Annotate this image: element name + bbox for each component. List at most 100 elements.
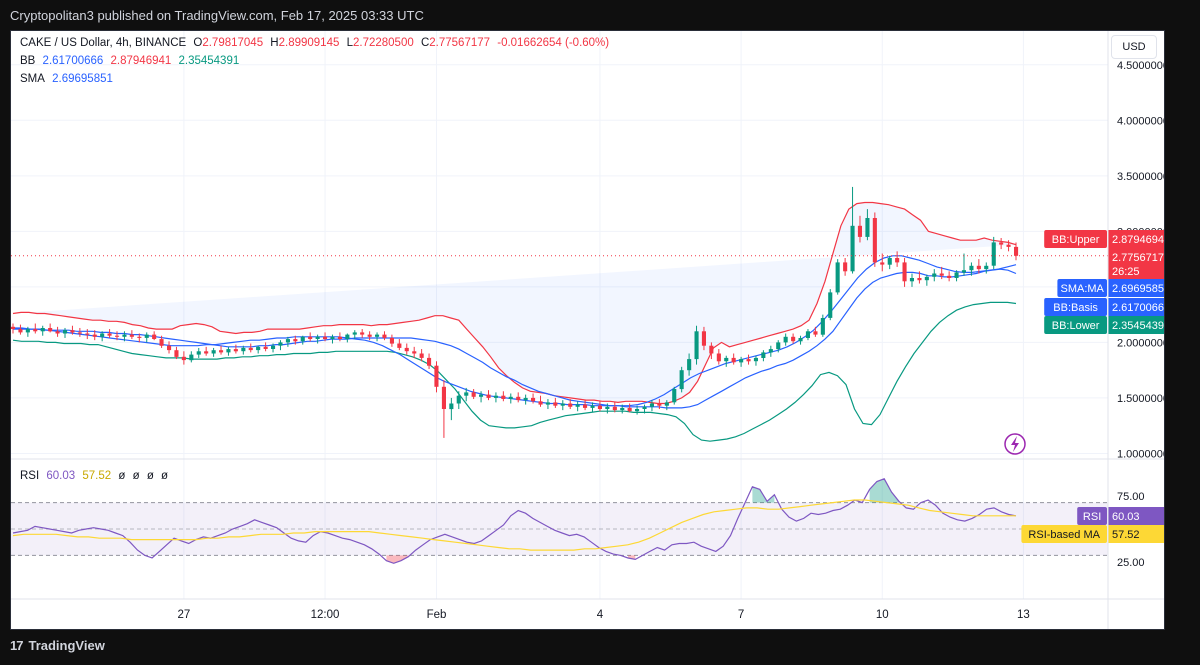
candle-body [196, 351, 201, 355]
tag-bb-basis[interactable]: BB:Basis 2.61700666 [1044, 298, 1170, 316]
candle-body [18, 329, 23, 333]
candle-body [954, 272, 959, 278]
legend-open: 2.79817045 [202, 37, 264, 49]
candle-body [427, 357, 432, 366]
candle-body [508, 396, 513, 399]
candle-body [397, 343, 402, 348]
tag-last-price-value-bg [1108, 248, 1164, 280]
candle-body [33, 329, 38, 332]
sma-label: SMA [20, 73, 45, 85]
tag-rsi-ma[interactable]: RSI-based MA 57.52 [1021, 525, 1164, 543]
tag-sma-label-bg [1057, 279, 1107, 297]
candle-body [233, 349, 238, 352]
candle-body [835, 262, 840, 293]
price-tick-label: 3.50000000 [1117, 171, 1164, 183]
tag-bb-upper[interactable]: BB:Upper 2.87946941 [1044, 230, 1170, 248]
candle-body [404, 347, 409, 352]
tag-rsi[interactable]: RSI 60.03 [1077, 507, 1164, 525]
tag-bb-upper-value-bg [1108, 230, 1164, 248]
tag-last-price-countdown: 26:25 [1112, 266, 1140, 278]
candle-body [746, 359, 751, 362]
legend-low-label: L [346, 37, 353, 49]
candle-body [523, 397, 528, 401]
bb-fill [13, 202, 1016, 404]
rsi-extra-2: ø [132, 470, 140, 482]
tag-rsi-ma-value-bg [1108, 525, 1164, 543]
legend-high: 2.89909145 [278, 37, 340, 49]
legend-symbol[interactable]: CAKE / US Dollar, 4h, BINANCE [20, 37, 187, 49]
tag-rsi-ma-label-bg [1021, 525, 1107, 543]
candle-body [1006, 244, 1011, 247]
candle-body [538, 401, 543, 405]
tag-last-price-value: 2.77567177 [1112, 252, 1164, 264]
candle-body [939, 273, 944, 276]
candle-body [776, 342, 781, 350]
candle-body [1014, 246, 1019, 256]
time-tick-label: 10 [876, 609, 889, 621]
candle-body [791, 336, 796, 342]
tag-sma[interactable]: SMA:MA 2.69695851 [1057, 279, 1170, 297]
candle-body [337, 336, 342, 339]
candle-body [63, 330, 68, 334]
time-tick-label: 7 [738, 609, 744, 621]
rsi-legend[interactable]: RSI 60.03 57.52 ø ø ø ø [20, 470, 172, 482]
sma-value: 2.69695851 [52, 73, 113, 85]
candle-body [55, 331, 60, 334]
rsi-line [12, 478, 1017, 564]
candle-body [865, 218, 870, 237]
candle-body [627, 407, 632, 412]
candle-body [820, 318, 825, 335]
tag-bb-upper-label-bg [1044, 230, 1107, 248]
candle-body [271, 345, 276, 349]
rsi-oversold-fill [628, 555, 636, 560]
candle-body [48, 328, 53, 332]
bb-label: BB [20, 55, 36, 67]
tradingview-brand: TradingView [28, 638, 105, 653]
candle-body [419, 353, 424, 358]
tag-bb-basis-label: BB:Basis [1053, 302, 1098, 314]
candle-body [189, 354, 194, 361]
candle-body [664, 402, 669, 406]
chart-svg[interactable]: 4.500000004.000000003.500000003.00000000… [11, 31, 1175, 629]
candle-body [657, 403, 662, 406]
legend-close: 2.77567177 [429, 37, 491, 49]
candle-body [783, 336, 788, 343]
candle-body [739, 359, 744, 363]
candle-body [724, 357, 729, 362]
candle-body [11, 326, 16, 329]
tag-last-price[interactable]: 2.77567177 26:25 [1108, 248, 1170, 280]
publish-header: Cryptopolitan3 published on TradingView.… [0, 0, 1200, 30]
rsi-tick-label: 25.00 [1117, 557, 1145, 569]
candle-body [969, 265, 974, 271]
sma-legend[interactable]: SMA 2.69695851 [20, 73, 117, 85]
currency-button[interactable]: USD [1111, 35, 1157, 59]
legend-change: -0.01662654 (-0.60%) [497, 37, 610, 49]
candle-body [575, 404, 580, 407]
sma-line [13, 255, 1017, 407]
tradingview-logo[interactable]: 17 TradingView [10, 638, 105, 653]
candle-body [999, 242, 1004, 245]
tag-rsi-ma-label: RSI-based MA [1028, 529, 1100, 541]
publisher-line: Cryptopolitan3 published on TradingView.… [10, 8, 424, 23]
candle-body [40, 328, 45, 332]
candle-body [649, 403, 654, 407]
tag-bb-lower[interactable]: BB:Lower 2.35454391 [1044, 316, 1170, 334]
bb-legend[interactable]: BB 2.61700666 2.87946941 2.35454391 [20, 55, 243, 67]
candle-body [828, 292, 833, 318]
candle-body [122, 334, 127, 337]
time-tick-label: 12:00 [311, 609, 340, 621]
candle-body [753, 357, 758, 362]
candle-body [560, 403, 565, 406]
tag-bb-lower-value-bg [1108, 316, 1164, 334]
candle-body [219, 350, 224, 353]
chart-frame[interactable]: 4.500000004.000000003.500000003.00000000… [10, 30, 1175, 630]
tag-sma-value-bg [1108, 279, 1164, 297]
candle-body [115, 335, 120, 337]
symbol-legend: CAKE / US Dollar, 4h, BINANCE O2.7981704… [20, 37, 613, 49]
candle-body [70, 330, 75, 333]
candle-body [857, 225, 862, 237]
tag-bb-basis-label-bg [1044, 298, 1107, 316]
candle-body [300, 336, 305, 342]
lightning-icon[interactable] [1004, 433, 1026, 455]
candle-body [709, 345, 714, 354]
